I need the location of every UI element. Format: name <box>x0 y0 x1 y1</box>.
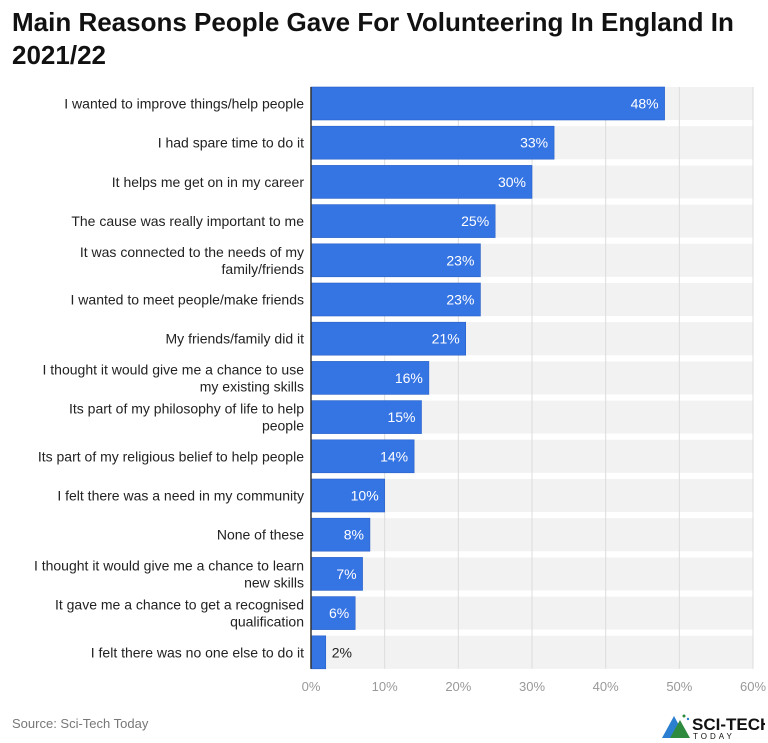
category-label: It was connected to the needs of my <box>80 244 304 260</box>
category-label: None of these <box>217 527 304 543</box>
data-label: 33% <box>520 135 548 151</box>
category-label: It gave me a chance to get a recognised <box>55 597 304 613</box>
chart-title: Main Reasons People Gave For Volunteerin… <box>12 7 734 70</box>
category-label: I felt there was a need in my community <box>57 488 304 504</box>
bar-chart: 0% 10% 20% 30% 40% 50% 60% 48% I wanted to impro… <box>34 86 766 694</box>
bar <box>310 282 481 317</box>
bar <box>310 321 466 356</box>
category-label: qualification <box>230 614 304 630</box>
data-label: 30% <box>498 174 526 190</box>
data-label: 48% <box>631 96 659 112</box>
x-tick-label: 0% <box>302 679 321 694</box>
category-label: The cause was really important to me <box>71 213 304 229</box>
bar <box>310 125 555 160</box>
data-label: 10% <box>351 488 379 504</box>
category-label: people <box>262 418 304 434</box>
data-label: 25% <box>461 213 489 229</box>
data-label: 23% <box>446 292 474 308</box>
bar <box>310 400 422 434</box>
category-label: family/friends <box>222 261 304 277</box>
data-label: 14% <box>380 448 408 464</box>
x-tick-label: 10% <box>372 679 398 694</box>
category-label: I wanted to meet people/make friends <box>71 292 304 308</box>
category-label: I had spare time to do it <box>158 135 304 151</box>
data-label: 2% <box>332 644 352 660</box>
x-tick-label: 50% <box>666 679 692 694</box>
category-label: I thought it would give me a chance to l… <box>34 557 304 573</box>
category-label: I thought it would give me a chance to u… <box>43 361 305 377</box>
x-tick-label: 30% <box>519 679 545 694</box>
sci-tech-today-logo: SCI-TECH TODAY <box>660 712 768 743</box>
logo-subtext: TODAY <box>693 732 735 740</box>
x-tick-label: 20% <box>445 679 471 694</box>
bar <box>310 243 481 278</box>
x-tick-label: 40% <box>593 679 619 694</box>
data-label: 8% <box>344 527 364 543</box>
category-label: It helps me get on in my career <box>112 174 305 190</box>
x-tick-label: 60% <box>740 679 766 694</box>
bar <box>310 439 415 474</box>
category-label: my existing skills <box>200 378 304 394</box>
bar <box>310 361 430 395</box>
bar <box>310 596 356 630</box>
category-label: new skills <box>244 574 304 590</box>
bar <box>310 204 496 238</box>
bar <box>310 517 371 552</box>
category-label: I felt there was no one else to do it <box>91 644 304 660</box>
category-label: My friends/family did it <box>166 331 305 347</box>
logo-text: SCI-TECH <box>692 715 765 734</box>
category-label: I wanted to improve things/help people <box>64 96 304 112</box>
category-label: Its part of my religious belief to help … <box>38 448 304 464</box>
data-label: 7% <box>336 566 356 582</box>
data-label: 23% <box>446 252 474 268</box>
data-label: 16% <box>395 370 423 386</box>
data-label: 6% <box>329 605 349 621</box>
source-note: Source: Sci-Tech Today <box>12 716 149 731</box>
bar <box>310 635 327 670</box>
data-label: 21% <box>432 331 460 347</box>
data-label: 15% <box>387 409 415 425</box>
bar <box>310 557 363 591</box>
category-label: Its part of my philosophy of life to hel… <box>69 401 304 417</box>
bar <box>310 86 665 121</box>
